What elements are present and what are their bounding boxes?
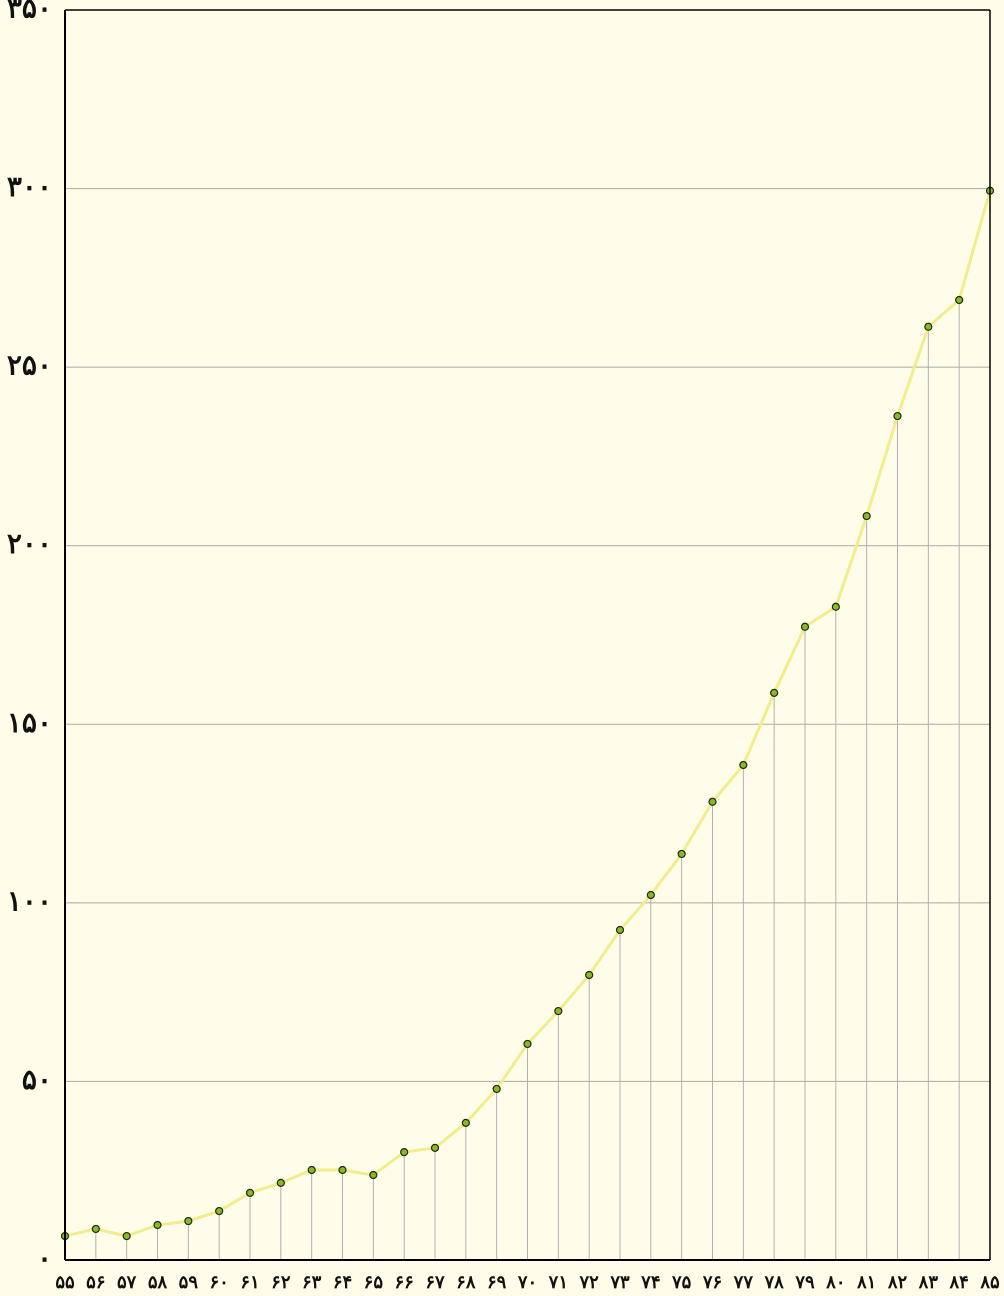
marker — [924, 322, 933, 331]
marker — [276, 1178, 285, 1187]
marker — [245, 1188, 255, 1197]
marker — [215, 1206, 224, 1216]
x-tick-label: ۷۴ — [640, 1272, 660, 1293]
x-tick-label: ۶۴ — [333, 1272, 352, 1293]
marker — [646, 890, 655, 900]
x-tick-label: ۸۵ — [979, 1272, 1000, 1293]
marker — [708, 797, 717, 806]
marker — [615, 925, 625, 935]
x-tick-label: ۵۵ — [55, 1272, 75, 1293]
marker — [430, 1143, 440, 1152]
marker — [831, 602, 840, 611]
x-tick-label: ۶۳ — [302, 1272, 322, 1293]
x-tick-label: ۵۷ — [117, 1272, 137, 1293]
marker — [122, 1231, 131, 1241]
x-tick-label: ۸۳ — [918, 1272, 939, 1293]
x-tick-label: ۶۱ — [240, 1272, 259, 1293]
marker — [307, 1165, 316, 1175]
x-tick-label: ۷۰ — [517, 1272, 537, 1293]
marker — [585, 970, 594, 980]
x-tick-label: ۵۸ — [148, 1272, 168, 1293]
x-tick-label: ۶۸ — [456, 1272, 476, 1293]
marker — [554, 1006, 563, 1016]
y-tick-label: ۱۵۰ — [7, 706, 52, 739]
marker — [800, 622, 810, 631]
x-tick-label: ۷۲ — [578, 1272, 599, 1293]
marker — [739, 760, 748, 770]
x-tick-label: ۷۸ — [763, 1272, 784, 1293]
marker — [893, 411, 902, 421]
x-tick-label: ۷۷ — [733, 1272, 754, 1293]
x-tick-label: ۷۵ — [671, 1272, 692, 1293]
y-tick-label: ۵۰ — [22, 1063, 52, 1096]
marker — [770, 688, 779, 697]
x-tick-label: ۸۱ — [856, 1272, 876, 1293]
marker — [862, 511, 871, 521]
y-tick-label: ۳۰۰ — [7, 170, 52, 203]
marker — [492, 1084, 501, 1094]
x-tick-label: ۶۶ — [394, 1272, 413, 1293]
marker — [153, 1220, 162, 1230]
y-tick-label: ۱۰۰ — [7, 884, 52, 917]
y-tick-label: ۳۵۰ — [7, 0, 52, 25]
marker — [955, 295, 964, 305]
x-tick-label: ۶۲ — [271, 1272, 291, 1293]
x-tick-label: ۷۹ — [794, 1272, 815, 1293]
marker — [461, 1118, 470, 1127]
y-tick-label: ۲۵۰ — [7, 349, 52, 382]
x-tick-label: ۵۹ — [179, 1272, 199, 1293]
x-tick-label: ۸۰ — [825, 1272, 845, 1293]
marker — [91, 1224, 100, 1234]
x-tick-label: ۶۰ — [209, 1272, 228, 1293]
x-tick-label: ۵۶ — [86, 1272, 105, 1293]
x-tick-label: ۷۶ — [702, 1272, 722, 1293]
x-tick-label: ۶۹ — [487, 1272, 507, 1293]
x-tick-label: ۶۷ — [425, 1272, 445, 1293]
x-tick-label: ۷۱ — [548, 1272, 568, 1293]
marker — [677, 849, 686, 859]
x-tick-label: ۸۴ — [948, 1272, 968, 1293]
y-tick-label: ۲۰۰ — [7, 527, 52, 560]
x-tick-label: ۶۵ — [364, 1272, 384, 1293]
y-tick-label: ۰ — [37, 1242, 52, 1275]
marker — [338, 1165, 347, 1175]
x-tick-label: ۸۲ — [887, 1272, 908, 1293]
marker — [400, 1148, 409, 1157]
marker — [369, 1170, 378, 1180]
x-tick-label: ۷۳ — [609, 1272, 630, 1293]
marker — [184, 1216, 193, 1226]
marker — [523, 1039, 532, 1049]
